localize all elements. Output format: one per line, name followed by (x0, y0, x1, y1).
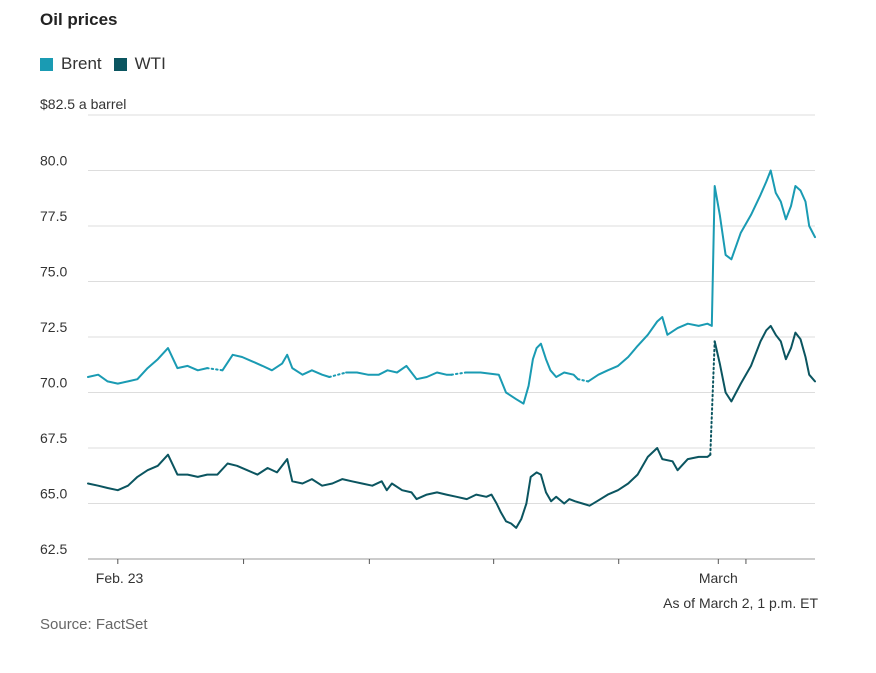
y-axis-unit-label: $82.5 a barrel (40, 96, 127, 112)
y-tick-label: 62.5 (40, 541, 67, 557)
legend-item-brent: Brent (40, 54, 102, 74)
y-tick-label: 67.5 (40, 430, 67, 446)
source-note: Source: FactSet (40, 616, 148, 633)
wti-line-solid (87, 447, 712, 529)
brent-line-dotted (206, 367, 224, 372)
brent-line-solid (587, 169, 816, 383)
y-tick-label: 72.5 (40, 319, 67, 335)
series-lines (87, 169, 816, 529)
x-tick-label: March (699, 570, 738, 586)
y-tick-label: 77.5 (40, 208, 67, 224)
legend-item-wti: WTI (113, 54, 166, 74)
x-tick-label: Feb. 23 (96, 570, 144, 586)
wti-line-dotted (709, 340, 716, 456)
brent-line-solid (465, 342, 579, 405)
y-tick-label: 80.0 (40, 153, 67, 169)
y-tick-label: 70.0 (40, 375, 67, 391)
gridlines (88, 114, 815, 560)
y-axis-labels: 62.5 65.0 67.5 70.0 72.5 75.0 77.5 80.0 (40, 153, 67, 558)
as-of-note: As of March 2, 1 p.m. ET (663, 595, 818, 611)
brent-line-dotted (577, 378, 590, 383)
x-axis: Feb. 23 March (96, 559, 747, 586)
brent-line-solid (221, 353, 331, 378)
legend-label-wti: WTI (134, 54, 166, 73)
brent-swatch (40, 57, 53, 71)
brent-line-solid (345, 364, 453, 381)
y-tick-label: 65.0 (40, 486, 67, 502)
brent-line-solid (87, 347, 209, 385)
chart-title: Oil prices (40, 10, 118, 29)
wti-swatch (113, 57, 127, 71)
brent-line-dotted (450, 371, 467, 376)
brent-line-dotted (328, 371, 348, 378)
y-tick-label: 75.0 (40, 264, 67, 280)
legend: Brent WTI (40, 54, 178, 74)
legend-label-brent: Brent (61, 54, 102, 73)
wti-line-solid (713, 324, 816, 403)
